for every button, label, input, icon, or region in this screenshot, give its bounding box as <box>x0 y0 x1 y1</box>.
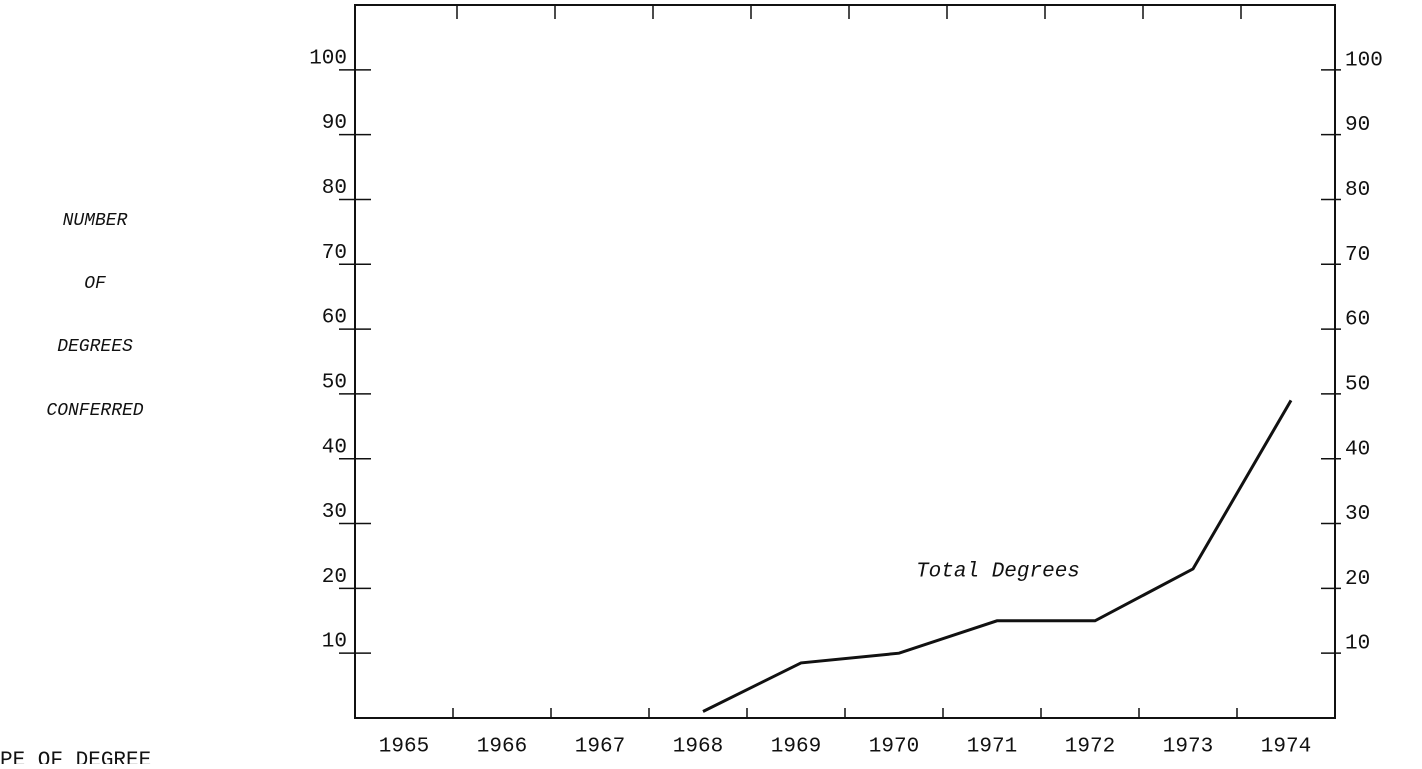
y2-tick-label: 100 <box>1345 49 1383 72</box>
y2-tick-label: 20 <box>1345 568 1370 591</box>
y-axis-label: DEGREES <box>57 337 133 357</box>
y-axis-label: CONFERRED <box>46 401 143 421</box>
plot-frame <box>354 4 1336 719</box>
x-tick-label: 1972 <box>1065 736 1115 759</box>
x-tick-label: 1969 <box>771 736 821 759</box>
y-tick-label: 90 <box>322 112 347 135</box>
y-tick-label: 40 <box>322 436 347 459</box>
x-tick-label: 1973 <box>1163 736 1213 759</box>
y-tick-label: 30 <box>322 501 347 524</box>
y2-tick-label: 40 <box>1345 438 1370 461</box>
x-tick-label: 1967 <box>575 736 625 759</box>
x-tick-label: 1970 <box>869 736 919 759</box>
x-tick-label: 1965 <box>379 736 429 759</box>
y-tick-label: 10 <box>322 631 347 654</box>
y-axis-label: OF <box>84 274 106 294</box>
series-label: Total Degrees <box>916 561 1080 584</box>
y2-tick-label: 70 <box>1345 244 1370 267</box>
y2-tick-label: 10 <box>1345 633 1370 656</box>
y-tick-label: 100 <box>309 47 347 70</box>
x-tick-label: 1968 <box>673 736 723 759</box>
y-tick-label: 80 <box>322 177 347 200</box>
y-tick-label: 60 <box>322 307 347 330</box>
x-tick-label: 1971 <box>967 736 1017 759</box>
y-tick-label: 50 <box>322 371 347 394</box>
y-tick-label: 70 <box>322 242 347 265</box>
y2-tick-label: 30 <box>1345 503 1370 526</box>
y-tick-label: 20 <box>322 566 347 589</box>
footer-text: PE OF DEGREE <box>0 750 151 764</box>
y2-tick-label: 60 <box>1345 309 1370 332</box>
x-tick-label: 1966 <box>477 736 527 759</box>
data-line <box>702 399 1293 713</box>
y-axis-label: NUMBER <box>63 211 128 231</box>
y2-tick-label: 80 <box>1345 179 1370 202</box>
y2-tick-label: 90 <box>1345 114 1370 137</box>
y2-tick-label: 50 <box>1345 373 1370 396</box>
x-tick-label: 1974 <box>1261 736 1311 759</box>
